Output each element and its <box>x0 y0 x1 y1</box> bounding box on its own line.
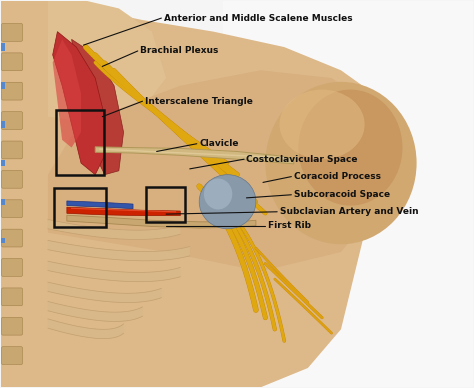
Bar <box>223 1 474 387</box>
Polygon shape <box>67 207 180 216</box>
FancyBboxPatch shape <box>1 24 22 41</box>
Polygon shape <box>48 1 166 125</box>
Text: Subclavian Artery and Vein: Subclavian Artery and Vein <box>280 207 418 216</box>
Bar <box>0 121 5 128</box>
Text: First Rib: First Rib <box>268 221 311 230</box>
FancyBboxPatch shape <box>1 82 22 100</box>
Polygon shape <box>95 147 294 164</box>
Bar <box>0 82 5 89</box>
Bar <box>0 199 5 205</box>
Text: Anterior and Middle Scalene Muscles: Anterior and Middle Scalene Muscles <box>164 14 352 23</box>
Text: Clavicle: Clavicle <box>199 139 239 148</box>
FancyBboxPatch shape <box>1 288 22 306</box>
FancyBboxPatch shape <box>1 141 22 159</box>
Bar <box>0 238 5 243</box>
Ellipse shape <box>280 90 365 159</box>
Ellipse shape <box>204 178 232 210</box>
Ellipse shape <box>299 90 402 206</box>
FancyBboxPatch shape <box>1 170 22 188</box>
FancyBboxPatch shape <box>1 200 22 218</box>
FancyBboxPatch shape <box>1 53 22 71</box>
Polygon shape <box>67 215 256 228</box>
Polygon shape <box>53 32 105 175</box>
FancyBboxPatch shape <box>1 112 22 130</box>
Polygon shape <box>48 70 388 271</box>
Polygon shape <box>72 39 124 175</box>
Text: Brachial Plexus: Brachial Plexus <box>140 47 219 55</box>
FancyBboxPatch shape <box>1 347 22 364</box>
Polygon shape <box>67 201 133 209</box>
Text: Coracoid Process: Coracoid Process <box>294 172 381 181</box>
Bar <box>0 43 5 51</box>
Text: Interscalene Triangle: Interscalene Triangle <box>145 97 253 106</box>
Polygon shape <box>0 1 402 387</box>
Text: Subcoracoid Space: Subcoracoid Space <box>294 190 390 199</box>
Bar <box>146 187 185 222</box>
FancyBboxPatch shape <box>1 317 22 335</box>
Bar <box>56 111 104 175</box>
Polygon shape <box>53 39 81 147</box>
Text: Costoclavicular Space: Costoclavicular Space <box>246 155 358 164</box>
FancyBboxPatch shape <box>1 229 22 247</box>
Bar <box>54 188 106 227</box>
Ellipse shape <box>265 82 417 244</box>
Bar <box>0 160 5 166</box>
FancyBboxPatch shape <box>1 258 22 276</box>
Ellipse shape <box>199 175 256 229</box>
